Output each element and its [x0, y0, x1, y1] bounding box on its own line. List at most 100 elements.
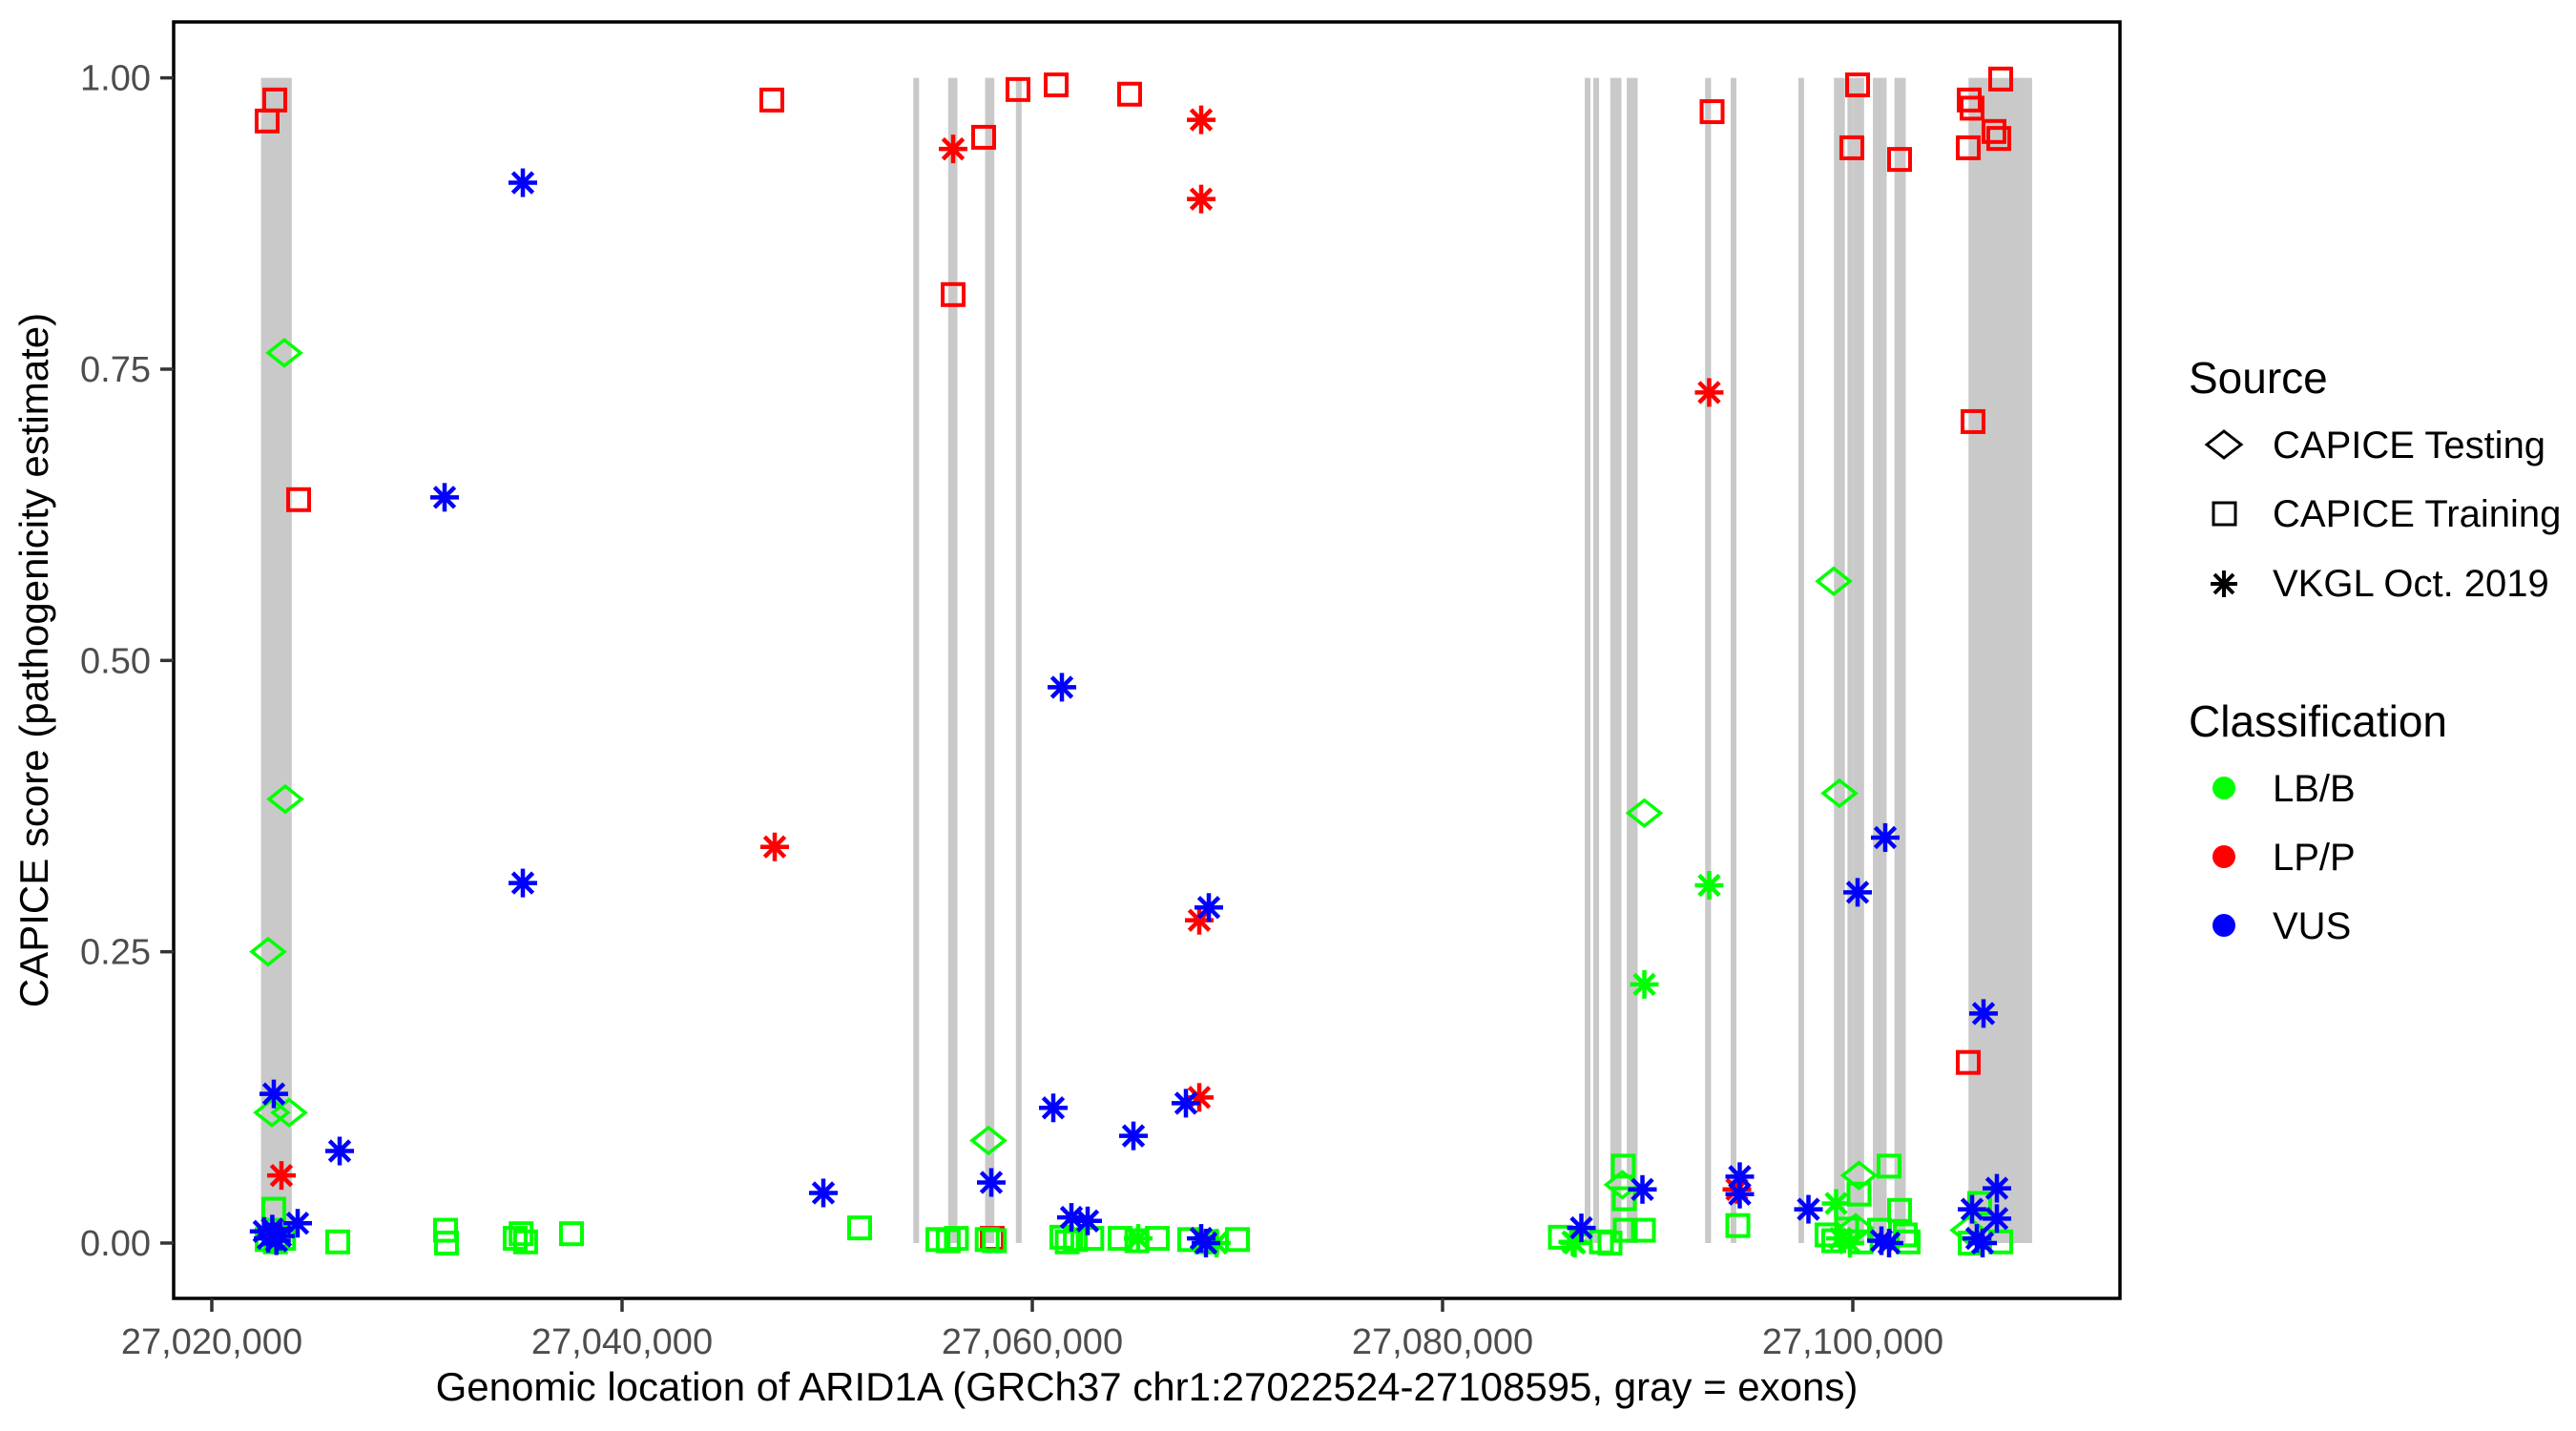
data-point [1839, 135, 1864, 160]
data-point [1835, 1228, 1864, 1257]
asterisk-spoke [1797, 1197, 1820, 1221]
data-point [1956, 1049, 1982, 1075]
data-point [935, 1228, 961, 1254]
data-point [1820, 778, 1859, 809]
data-point [1843, 878, 1873, 907]
asterisk-spoke [1728, 1165, 1752, 1189]
data-point [1982, 1204, 2011, 1234]
data-point [758, 87, 784, 113]
lpp-color-dot [2212, 845, 2235, 868]
data-point [944, 1226, 969, 1252]
exon-band [1610, 77, 1616, 1243]
data-point [846, 1215, 872, 1241]
data-point [1985, 126, 2011, 152]
y-axis: 0.00 0.25 0.50 0.75 1.00 [80, 59, 174, 1264]
asterisk-spoke [941, 136, 966, 161]
legend-item-capice-training: CAPICE Training [2212, 493, 2561, 535]
asterisk-spoke [1845, 881, 1870, 904]
data-point [1192, 1228, 1221, 1257]
legend-label-capice-testing: CAPICE Testing [2273, 425, 2545, 467]
data-point [1725, 1179, 1755, 1209]
legend-item-capice-testing: CAPICE Testing [2204, 425, 2545, 467]
data-point [941, 281, 966, 307]
asterisk-spoke [1877, 1231, 1901, 1255]
data-point [259, 1079, 288, 1109]
exon-band [1853, 77, 1859, 1243]
data-point [512, 1229, 538, 1255]
x-tick-label: 27,100,000 [1762, 1322, 1943, 1362]
exon-band [1873, 77, 1887, 1243]
asterisk-spoke [979, 1171, 1004, 1194]
x-tick-label: 27,020,000 [121, 1322, 302, 1362]
data-point [1005, 76, 1030, 102]
series-vkgl-oct-2019-lb-b [1124, 871, 1864, 1257]
exon-band [1593, 77, 1600, 1243]
data-point [1982, 1173, 2011, 1203]
asterisk-spoke [1041, 1096, 1066, 1120]
data-point [1567, 1213, 1596, 1243]
exon-band [1968, 77, 2032, 1243]
asterisk-spoke [1631, 1177, 1654, 1202]
data-point [1839, 1160, 1879, 1191]
asterisk-spoke [1569, 1215, 1593, 1240]
data-point [1048, 673, 1077, 702]
asterisk-spoke [1697, 873, 1721, 898]
data-point [1845, 72, 1871, 97]
series-vkgl-oct-2019-vus [249, 168, 2011, 1257]
data-point [982, 1228, 1008, 1254]
data-point [976, 1168, 1006, 1197]
data-point [1870, 822, 1900, 852]
asterisk-spoke [261, 1082, 286, 1106]
x-tick-label: 27,080,000 [1352, 1322, 1533, 1362]
asterisk-spoke [1174, 1091, 1198, 1115]
data-point [1846, 1181, 1872, 1207]
data-point [1630, 969, 1659, 999]
asterisk-spoke [1697, 381, 1721, 404]
data-point [1631, 1217, 1656, 1243]
asterisk-spoke [1632, 972, 1656, 997]
asterisk-spoke [1960, 1197, 1984, 1221]
exon-band [985, 77, 995, 1243]
data-point [325, 1136, 355, 1166]
data-point [433, 1230, 459, 1255]
exon-band [1797, 77, 1804, 1243]
data-point [939, 135, 968, 164]
data-point [1224, 1227, 1250, 1253]
data-point [1694, 871, 1724, 901]
data-point [1044, 72, 1070, 97]
data-point [1794, 1194, 1823, 1224]
series-capice-training-lp-p [254, 66, 2013, 1252]
y-tick-label: 0.75 [80, 350, 151, 390]
data-point [1612, 1217, 1638, 1243]
asterisk-spoke [510, 871, 535, 895]
legend-label-lpp: LP/P [2273, 837, 2356, 879]
data-point [1116, 81, 1142, 107]
data-point [1987, 66, 2013, 92]
asterisk-spoke [268, 1224, 293, 1248]
asterisk-spoke [1075, 1209, 1100, 1233]
asterisk-spoke [811, 1181, 836, 1205]
x-axis-title: Genomic location of ARID1A (GRCh37 chr1:… [436, 1364, 1859, 1409]
data-point [429, 483, 459, 512]
data-points-layer [249, 66, 2013, 1257]
data-point [1628, 1174, 1657, 1204]
data-point [969, 1125, 1008, 1156]
data-point [1171, 1089, 1200, 1118]
data-point [1958, 1194, 1987, 1224]
y-axis-title: CAPICE score (pathogenicity estimate) [11, 313, 56, 1007]
exon-band [913, 77, 920, 1243]
legend-item-lbb: LB/B [2212, 768, 2356, 810]
legend-label-vus: VUS [2273, 905, 2351, 947]
data-point [1981, 118, 2006, 144]
data-point [325, 1229, 351, 1255]
exon-band [1847, 77, 1854, 1243]
legend-item-lpp: LP/P [2212, 837, 2356, 879]
vus-color-dot [2212, 914, 2235, 937]
data-point [1956, 135, 1982, 160]
data-point [509, 1221, 534, 1247]
data-point [266, 783, 304, 815]
legend-label-lbb: LB/B [2273, 768, 2356, 810]
asterisk-spoke [1970, 1231, 1995, 1255]
asterisk-spoke [1189, 187, 1214, 211]
